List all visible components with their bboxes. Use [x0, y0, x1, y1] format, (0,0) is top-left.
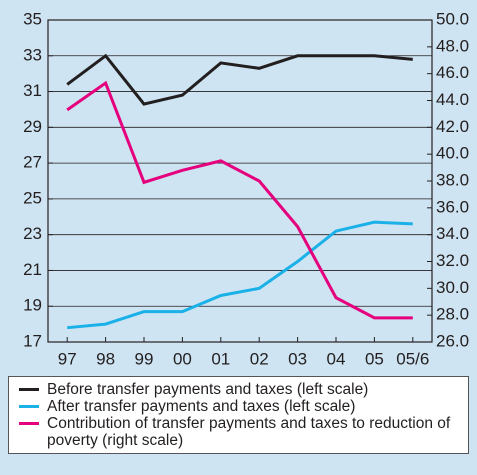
x-tick-label: 05/6 [396, 349, 429, 368]
y-tick-label: 31 [23, 81, 42, 100]
y-tick-label: 19 [23, 296, 42, 315]
y2-tick-label: 48.0 [436, 36, 469, 55]
x-tick-label: 98 [96, 349, 115, 368]
x-tick-label: 01 [211, 349, 230, 368]
y2-tick-label: 36.0 [436, 197, 469, 216]
legend-label: Contribution of transfer payments and ta… [47, 415, 451, 449]
y2-tick-label: 32.0 [436, 251, 469, 270]
x-tick-label: 03 [288, 349, 307, 368]
y2-tick-label: 26.0 [436, 331, 469, 350]
x-tick-label: 02 [250, 349, 269, 368]
y-tick-label: 21 [23, 260, 42, 279]
x-tick-label: 99 [135, 349, 154, 368]
legend: Before transfer payments and taxes (left… [8, 376, 469, 454]
y-tick-label: 27 [23, 153, 42, 172]
legend-label: Before transfer payments and taxes (left… [47, 381, 369, 398]
legend-swatch [19, 388, 39, 391]
y-tick-label: 35 [23, 9, 42, 28]
series-line [66, 53, 413, 106]
y2-tick-label: 30.0 [436, 278, 469, 297]
legend-swatch [19, 422, 39, 425]
x-tick-label: 05 [365, 349, 384, 368]
y2-tick-label: 28.0 [436, 305, 469, 324]
plot: 17 19 21 23 25 27 29 31 33 35 26.0 28.0 30.0 32.0 34.0… [23, 9, 469, 368]
y2-tick-label: 38.0 [436, 170, 469, 189]
y-tick-label: 23 [23, 224, 42, 243]
y2-tick-label: 50.0 [436, 9, 469, 28]
x-tick-label: 97 [58, 349, 77, 368]
legend-item: Before transfer payments and taxes (left… [15, 381, 462, 398]
y-tick-label: 29 [23, 117, 42, 136]
y2-tick-label: 44.0 [436, 90, 469, 109]
x-tick-label: 00 [173, 349, 192, 368]
x-tick-label: 04 [327, 349, 346, 368]
y2-tick-label: 42.0 [436, 117, 469, 136]
y2-tick-label: 40.0 [436, 144, 469, 163]
plot-frame [47, 19, 433, 343]
y2-tick-label: 34.0 [436, 224, 469, 243]
y-tick-label: 25 [23, 188, 42, 207]
legend-item: After transfer payments and taxes (left … [15, 398, 462, 415]
y-tick-label: 17 [23, 331, 42, 350]
legend-swatch [19, 405, 39, 408]
series-line [66, 80, 413, 320]
legend-label: After transfer payments and taxes (left … [47, 398, 356, 415]
legend-item: Contribution of transfer payments and ta… [15, 415, 462, 449]
y2-tick-label: 46.0 [436, 63, 469, 82]
series-line [67, 220, 413, 330]
y-tick-label: 33 [23, 45, 42, 64]
